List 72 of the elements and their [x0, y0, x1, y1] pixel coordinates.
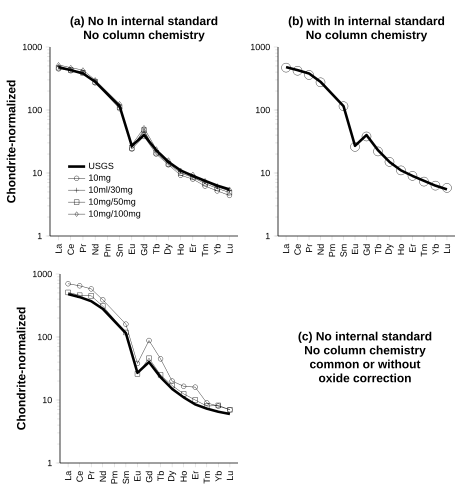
x-tick-label: Er — [190, 244, 196, 252]
x-tick-label: Dy — [168, 470, 176, 481]
x-tick-label: Tb — [152, 244, 160, 254]
x-tick-label: Pr — [80, 244, 86, 252]
x-tick-label: Lu — [226, 471, 234, 480]
y-tick-label: 1 — [48, 460, 52, 466]
legend-label: 10mg/50mg — [89, 198, 136, 207]
x-tick-label: Yb — [432, 244, 439, 255]
y-axis-title: Chondrite-normalized — [6, 80, 16, 203]
x-tick-label: Ho — [177, 244, 184, 254]
text: (c) No internal standard — [298, 332, 432, 343]
y-tick-label: 1000 — [250, 44, 270, 50]
x-tick-label: Eu — [128, 244, 135, 254]
x-tick-label: Tb — [374, 244, 382, 254]
x-tick-label: Nd — [317, 244, 324, 254]
x-tick-label: Pm — [104, 244, 110, 256]
text: common or without — [310, 360, 420, 368]
chart-title: (a) No In internal standard — [70, 16, 218, 28]
y-tick-label: 1000 — [32, 270, 52, 278]
y-tick-label: 1 — [266, 232, 270, 240]
x-tick-label: Yb — [215, 471, 222, 482]
chart-subtitle: No column chemistry — [84, 30, 205, 42]
x-tick-label: Gd — [140, 244, 148, 256]
y-axis-title: Chondrite-normalized — [16, 308, 26, 430]
chart-title: (b) with In internal standard — [288, 16, 444, 28]
x-tick-label: Er — [409, 244, 416, 252]
x-tick-label: La — [64, 470, 72, 480]
y-tick-label: 100 — [38, 334, 52, 340]
x-tick-label: Pm — [328, 244, 336, 256]
x-tick-label: Er — [192, 470, 198, 479]
x-tick-label: Ce — [76, 471, 83, 482]
x-tick-label: Yb — [214, 244, 221, 255]
y-tick-label: 100 — [28, 106, 42, 114]
x-tick-label: Sm — [122, 471, 130, 484]
x-tick-label: Tb — [157, 471, 164, 482]
legend-label: 10mg — [89, 174, 110, 183]
x-tick-label: Tm — [202, 244, 208, 257]
x-tick-label: Dy — [385, 244, 394, 254]
x-tick-label: Dy — [164, 244, 172, 254]
y-tick-label: 10 — [260, 170, 270, 176]
y-tick-label: 10 — [42, 396, 52, 404]
x-tick-label: Nd — [92, 244, 98, 254]
x-tick-label: Tm — [204, 471, 210, 484]
x-tick-label: Ce — [294, 244, 301, 255]
y-tick-label: 10 — [32, 170, 42, 176]
text: No column chemistry — [305, 346, 426, 357]
x-tick-label: Eu — [352, 244, 358, 254]
x-tick-label: Pr — [306, 244, 312, 252]
chart-subtitle: No column chemistry — [306, 30, 428, 42]
x-tick-label: Pr — [88, 470, 94, 479]
legend-label: 10mg/100mg — [89, 210, 140, 219]
x-tick-label: Tm — [420, 244, 428, 257]
x-tick-label: Lu — [226, 244, 233, 253]
x-tick-label: La — [55, 244, 62, 253]
x-tick-label: Nd — [99, 471, 106, 482]
y-tick-label: 1 — [38, 232, 42, 240]
text: oxide correction — [318, 374, 411, 382]
legend-label: 10ml/30mg — [89, 186, 132, 195]
y-tick-label: 1000 — [22, 44, 42, 50]
x-tick-label: Gd — [146, 471, 152, 482]
y-tick-label: 100 — [256, 106, 270, 114]
x-tick-label: Sm — [116, 244, 123, 257]
x-tick-label: Sm — [340, 244, 347, 257]
x-tick-label: Eu — [134, 471, 141, 481]
x-tick-label: Lu — [444, 244, 450, 254]
legend-label: USGS — [89, 162, 114, 170]
x-tick-label: Gd — [363, 244, 370, 256]
x-tick-label: Ho — [180, 471, 187, 482]
x-tick-label: Ho — [398, 244, 404, 254]
x-tick-label: Pm — [111, 471, 118, 484]
x-tick-label: Ce — [68, 244, 74, 255]
x-tick-label: La — [282, 244, 290, 254]
